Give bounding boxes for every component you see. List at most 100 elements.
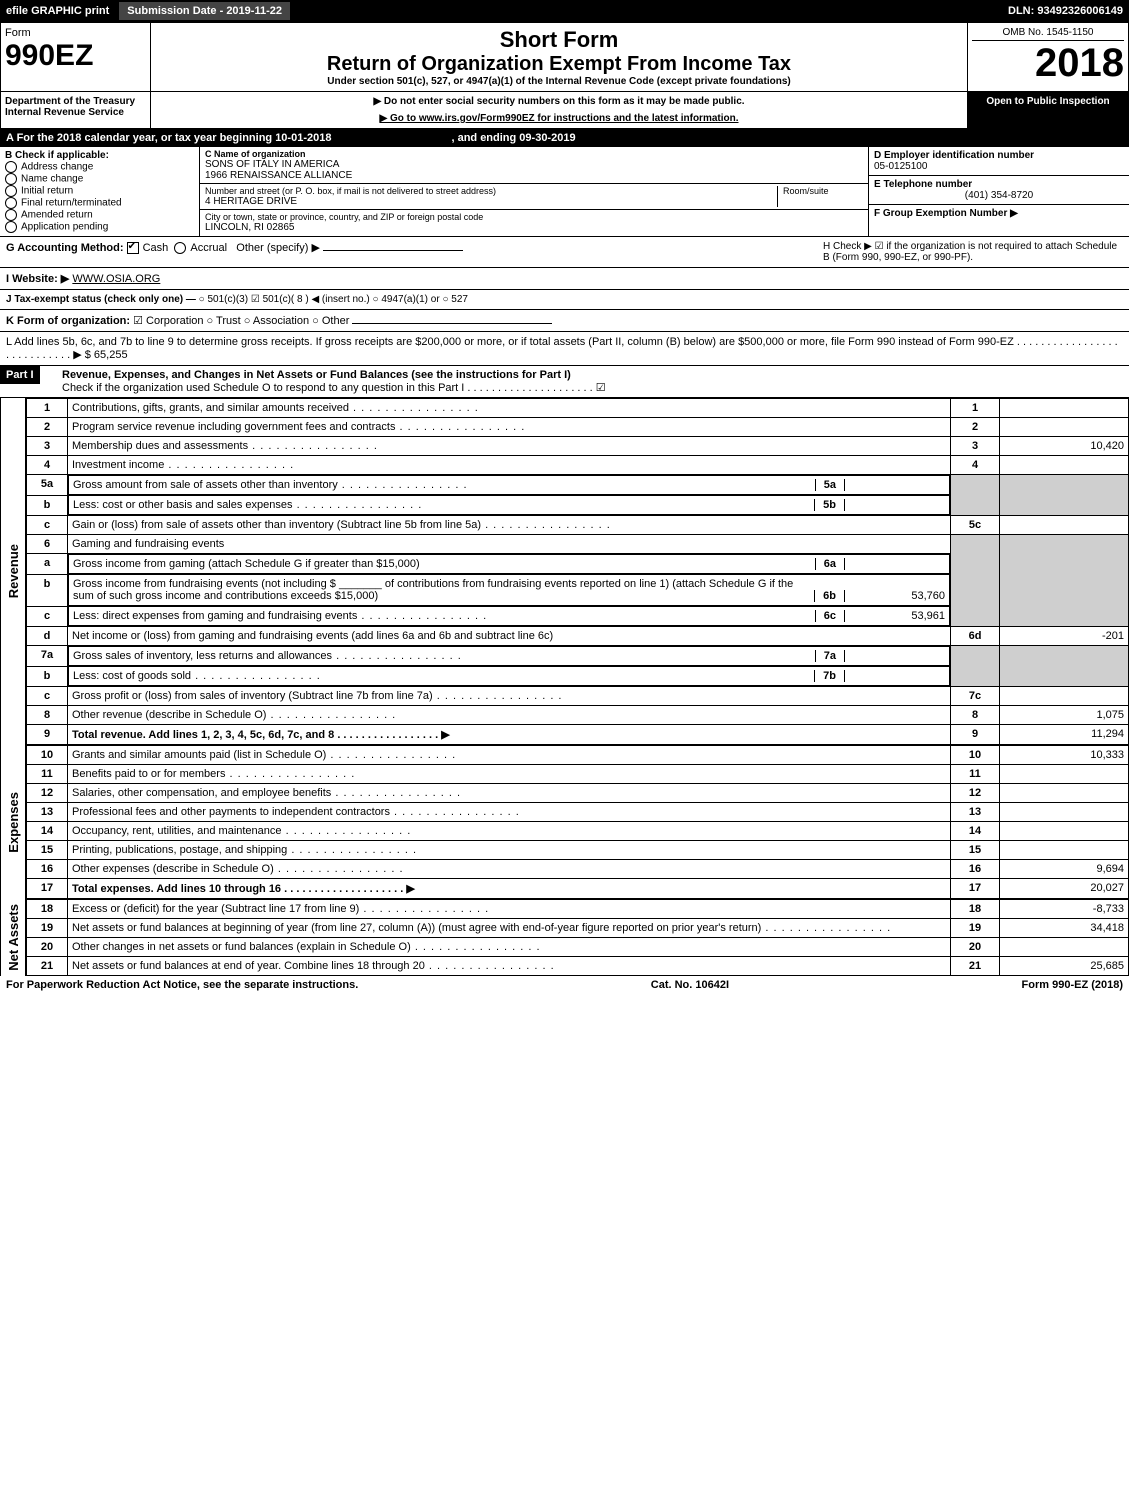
revenue-side-label: Revenue xyxy=(4,540,23,602)
l-row: L Add lines 5b, 6c, and 7b to line 9 to … xyxy=(0,332,1129,366)
expenses-side-label: Expenses xyxy=(4,788,23,857)
line-5c: cGain or (loss) from sale of assets othe… xyxy=(27,516,1129,535)
tax-year-row: A For the 2018 calendar year, or tax yea… xyxy=(0,129,1129,147)
expenses-section: Expenses 10Grants and similar amounts pa… xyxy=(0,745,1129,899)
line-15: 15Printing, publications, postage, and s… xyxy=(27,841,1129,860)
line-20: 20Other changes in net assets or fund ba… xyxy=(27,938,1129,957)
net-assets-table: 18Excess or (deficit) for the year (Subt… xyxy=(26,899,1129,976)
net-assets-side-label: Net Assets xyxy=(4,900,23,975)
under-section: Under section 501(c), 527, or 4947(a)(1)… xyxy=(155,76,963,87)
paperwork-notice: For Paperwork Reduction Act Notice, see … xyxy=(6,979,358,991)
initial-return-radio[interactable] xyxy=(5,185,17,197)
go-to-link[interactable]: ▶ Go to www.irs.gov/Form990EZ for instru… xyxy=(155,113,963,124)
page-footer: For Paperwork Reduction Act Notice, see … xyxy=(0,976,1129,994)
tax-year-end: , and ending 09-30-2019 xyxy=(451,132,575,144)
website-link[interactable]: WWW.OSIA.ORG xyxy=(72,273,160,285)
line-2: 2Program service revenue including gover… xyxy=(27,418,1129,437)
address-change-radio[interactable] xyxy=(5,161,17,173)
part-1-check: Check if the organization used Schedule … xyxy=(62,382,606,394)
city-state-zip: LINCOLN, RI 02865 xyxy=(205,222,863,233)
k-options: ☑ Corporation ○ Trust ○ Association ○ Ot… xyxy=(133,315,349,327)
k-label: K Form of organization: xyxy=(6,315,130,327)
section-d-e-f: D Employer identification number 05-0125… xyxy=(869,147,1129,236)
cat-no: Cat. No. 10642I xyxy=(651,979,729,991)
g-h-row: G Accounting Method: Cash Accrual Other … xyxy=(0,237,1129,268)
e-label: E Telephone number xyxy=(874,179,1124,190)
f-label: F Group Exemption Number ▶ xyxy=(874,208,1124,219)
j-label: J Tax-exempt status (check only one) — xyxy=(6,294,196,305)
dln: DLN: 93492326006149 xyxy=(1002,5,1129,17)
net-assets-section: Net Assets 18Excess or (deficit) for the… xyxy=(0,899,1129,976)
org-name-1: SONS OF ITALY IN AMERICA xyxy=(205,159,863,170)
name-change-radio[interactable] xyxy=(5,173,17,185)
j-options: ○ 501(c)(3) ☑ 501(c)( 8 ) ◀ (insert no.)… xyxy=(199,294,468,305)
line-1: 1Contributions, gifts, grants, and simil… xyxy=(27,399,1129,418)
line-4: 4Investment income4 xyxy=(27,456,1129,475)
org-info-block: B Check if applicable: Address change Na… xyxy=(0,147,1129,237)
c-label: C Name of organization xyxy=(205,149,863,159)
section-c: C Name of organization SONS OF ITALY IN … xyxy=(200,147,869,236)
submission-date: Submission Date - 2019-11-22 xyxy=(119,2,290,20)
h-text: H Check ▶ ☑ if the organization is not r… xyxy=(823,241,1123,263)
return-title: Return of Organization Exempt From Incom… xyxy=(155,53,963,76)
phone: (401) 354-8720 xyxy=(874,190,1124,201)
line-9: 9Total revenue. Add lines 1, 2, 3, 4, 5c… xyxy=(27,725,1129,745)
top-bar: efile GRAPHIC print Submission Date - 20… xyxy=(0,0,1129,22)
line-3: 3Membership dues and assessments310,420 xyxy=(27,437,1129,456)
org-name-2: 1966 RENAISSANCE ALLIANCE xyxy=(205,170,863,181)
line-14: 14Occupancy, rent, utilities, and mainte… xyxy=(27,822,1129,841)
line-6: 6Gaming and fundraising events xyxy=(27,535,1129,554)
tax-year-begin: A For the 2018 calendar year, or tax yea… xyxy=(6,132,331,144)
form-header: Form 990EZ Short Form Return of Organiza… xyxy=(0,22,1129,92)
k-row: K Form of organization: ☑ Corporation ○ … xyxy=(0,310,1129,332)
form-word: Form xyxy=(5,27,146,39)
line-18: 18Excess or (deficit) for the year (Subt… xyxy=(27,900,1129,919)
line-5a: 5aGross amount from sale of assets other… xyxy=(27,475,1129,496)
g-label: G Accounting Method: xyxy=(6,242,124,254)
do-not-enter: ▶ Do not enter social security numbers o… xyxy=(155,96,963,107)
tax-year: 2018 xyxy=(972,41,1124,86)
short-form-title: Short Form xyxy=(155,27,963,53)
revenue-section: Revenue 1Contributions, gifts, grants, a… xyxy=(0,398,1129,745)
form-number: 990EZ xyxy=(5,39,146,73)
amended-return-radio[interactable] xyxy=(5,209,17,221)
j-row: J Tax-exempt status (check only one) — ○… xyxy=(0,290,1129,310)
open-to-public: Open to Public Inspection xyxy=(968,92,1128,128)
dept-treasury: Department of the Treasury Internal Reve… xyxy=(1,92,151,128)
i-label: I Website: ▶ xyxy=(6,273,69,285)
efile-label: efile GRAPHIC print xyxy=(0,5,115,17)
line-13: 13Professional fees and other payments t… xyxy=(27,803,1129,822)
line-16: 16Other expenses (describe in Schedule O… xyxy=(27,860,1129,879)
street-address: 4 HERITAGE DRIVE xyxy=(205,196,777,207)
line-21: 21Net assets or fund balances at end of … xyxy=(27,957,1129,976)
line-12: 12Salaries, other compensation, and empl… xyxy=(27,784,1129,803)
ein: 05-0125100 xyxy=(874,161,1124,172)
expenses-table: 10Grants and similar amounts paid (list … xyxy=(26,745,1129,899)
d-label: D Employer identification number xyxy=(874,150,1124,161)
room-suite: Room/suite xyxy=(777,186,863,207)
line-7c: cGross profit or (loss) from sales of in… xyxy=(27,687,1129,706)
form-ref: Form 990-EZ (2018) xyxy=(1022,979,1123,991)
line-7a: 7aGross sales of inventory, less returns… xyxy=(27,646,1129,667)
part-1-label: Part I xyxy=(0,366,40,384)
accrual-radio[interactable] xyxy=(174,242,186,254)
cash-checkbox[interactable] xyxy=(127,242,139,254)
addr-label: Number and street (or P. O. box, if mail… xyxy=(205,186,777,196)
application-pending-radio[interactable] xyxy=(5,221,17,233)
line-17: 17Total expenses. Add lines 10 through 1… xyxy=(27,879,1129,899)
omb-number: OMB No. 1545-1150 xyxy=(972,27,1124,41)
revenue-table: 1Contributions, gifts, grants, and simil… xyxy=(26,398,1129,745)
line-11: 11Benefits paid to or for members11 xyxy=(27,765,1129,784)
section-b: B Check if applicable: Address change Na… xyxy=(0,147,200,236)
b-label: B Check if applicable: xyxy=(5,150,194,161)
i-row: I Website: ▶ WWW.OSIA.ORG xyxy=(0,268,1129,290)
line-19: 19Net assets or fund balances at beginni… xyxy=(27,919,1129,938)
header-second-row: Department of the Treasury Internal Reve… xyxy=(0,92,1129,129)
line-6d: dNet income or (loss) from gaming and fu… xyxy=(27,627,1129,646)
part-1-title: Revenue, Expenses, and Changes in Net As… xyxy=(62,369,571,381)
line-10: 10Grants and similar amounts paid (list … xyxy=(27,746,1129,765)
final-return-radio[interactable] xyxy=(5,197,17,209)
part-1-header: Part I Revenue, Expenses, and Changes in… xyxy=(0,366,1129,398)
line-8: 8Other revenue (describe in Schedule O)8… xyxy=(27,706,1129,725)
city-label: City or town, state or province, country… xyxy=(205,212,863,222)
